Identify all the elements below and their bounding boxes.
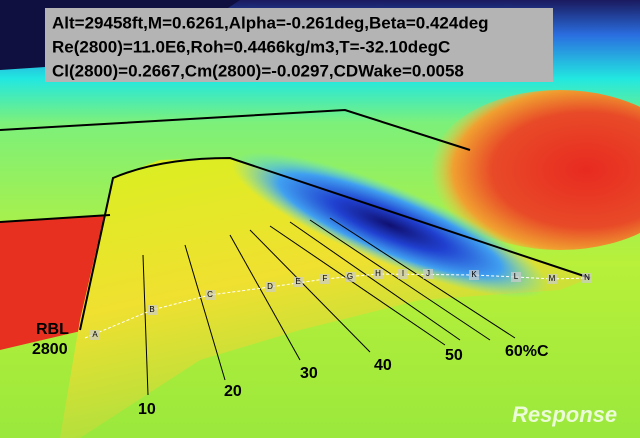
chord-lines <box>142 217 516 396</box>
chord-label: 10 <box>138 401 156 418</box>
watermark: Response <box>512 402 617 427</box>
chord-label: 30 <box>300 365 318 382</box>
chord-label: 40 <box>374 357 392 374</box>
root-edge <box>0 214 111 223</box>
station-label: D <box>267 282 273 291</box>
station-label: L <box>514 272 519 281</box>
station-label: M <box>549 274 556 283</box>
stations: A B C D E F G H I J K L M N <box>90 269 592 340</box>
station-label: B <box>149 305 154 314</box>
station-label: E <box>295 277 300 286</box>
station-marker <box>205 290 215 300</box>
rbl-label: RBL <box>36 321 69 338</box>
high-pressure-right <box>430 90 640 250</box>
chord-label: 20 <box>224 383 242 400</box>
info-line: Re(2800)=11.0E6,Roh=0.4466kg/m3,T=-32.10… <box>52 37 450 56</box>
station-marker <box>373 269 383 279</box>
wing-edge <box>79 156 591 331</box>
station-marker <box>582 273 592 283</box>
station-label: K <box>471 270 477 279</box>
shock-region <box>231 152 549 298</box>
station-label: I <box>402 269 404 278</box>
station-marker <box>320 274 330 284</box>
station-marker <box>423 269 433 279</box>
station-marker <box>147 305 157 315</box>
station-marker <box>511 272 521 282</box>
fuselage-edge <box>0 108 471 151</box>
station-label: J <box>426 269 430 278</box>
station-label: G <box>347 272 353 281</box>
info-line: Cl(2800)=0.2667,Cm(2800)=-0.0297,CDWake=… <box>52 61 464 80</box>
info-line: Alt=29458ft,M=0.6261,Alpha=-0.261deg,Bet… <box>52 13 489 32</box>
station-label: H <box>375 269 381 278</box>
station-label: C <box>207 290 213 299</box>
chord-label: 60%C <box>505 343 549 360</box>
station-marker <box>90 330 100 340</box>
info-box <box>45 8 553 82</box>
station-marker <box>345 272 355 282</box>
chord-label: 50 <box>445 347 463 364</box>
station-marker <box>293 277 303 287</box>
station-marker <box>469 270 479 280</box>
station-marker <box>547 274 557 284</box>
station-marker <box>265 282 275 292</box>
station-label: A <box>92 330 98 339</box>
station-label: F <box>323 274 328 283</box>
station-marker <box>398 269 408 279</box>
rbl-label: 2800 <box>32 341 68 358</box>
station-label: N <box>584 273 590 282</box>
wing-surface <box>60 158 590 438</box>
